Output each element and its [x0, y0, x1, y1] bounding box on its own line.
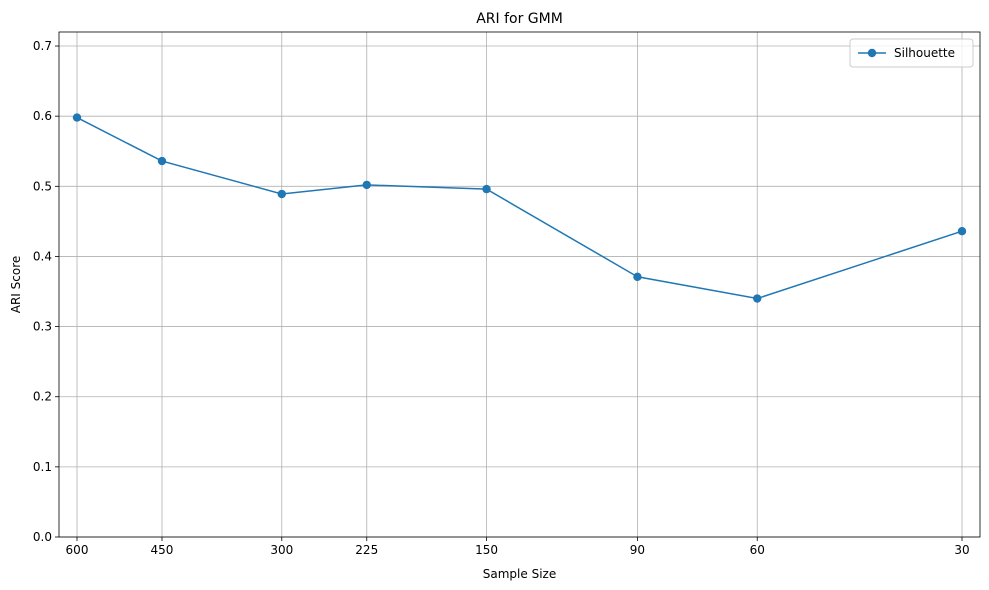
y-tick-label: 0.2	[33, 390, 52, 404]
axes	[58, 31, 981, 538]
y-tick-label: 0.4	[33, 249, 52, 263]
x-tick-label: 225	[355, 543, 378, 557]
y-tick-label: 0.1	[33, 460, 52, 474]
series	[72, 113, 967, 303]
plot-frame	[58, 31, 981, 538]
y-axis-label: ARI Score	[9, 256, 23, 314]
data-point	[753, 294, 762, 303]
data-point	[277, 189, 286, 199]
data-point	[157, 156, 167, 166]
data-point	[72, 113, 82, 122]
legend-marker	[867, 48, 877, 58]
ticks: 600 450 300 225 150 90 60 30 0.0 0.1 0.2 0.3 0.4 0.5 0…	[33, 39, 970, 557]
data-point	[957, 226, 967, 236]
data-point	[482, 184, 491, 194]
x-tick-label: 600	[66, 543, 89, 557]
x-tick-label: 30	[954, 543, 969, 557]
chart-title: ARI for GMM	[476, 11, 563, 27]
x-tick-label: 450	[151, 543, 174, 557]
x-tick-label: 300	[270, 543, 293, 557]
data-point	[633, 272, 642, 281]
y-tick-label: 0.7	[33, 39, 52, 53]
y-tick-label: 0.3	[33, 320, 52, 334]
series-line	[76, 116, 963, 300]
legend: Silhouette	[849, 38, 974, 68]
legend-box	[849, 38, 974, 68]
y-tick-label: 0.6	[33, 109, 52, 123]
y-tick-label: 0.0	[33, 530, 52, 544]
x-axis-label: Sample Size	[483, 567, 556, 581]
data-point	[362, 180, 371, 190]
x-tick-label: 150	[475, 543, 498, 557]
x-tick-label: 90	[630, 543, 645, 557]
legend-label: Silhouette	[894, 46, 955, 60]
y-tick-label: 0.5	[33, 179, 52, 193]
grid	[59, 32, 980, 538]
x-tick-label: 60	[750, 543, 765, 557]
